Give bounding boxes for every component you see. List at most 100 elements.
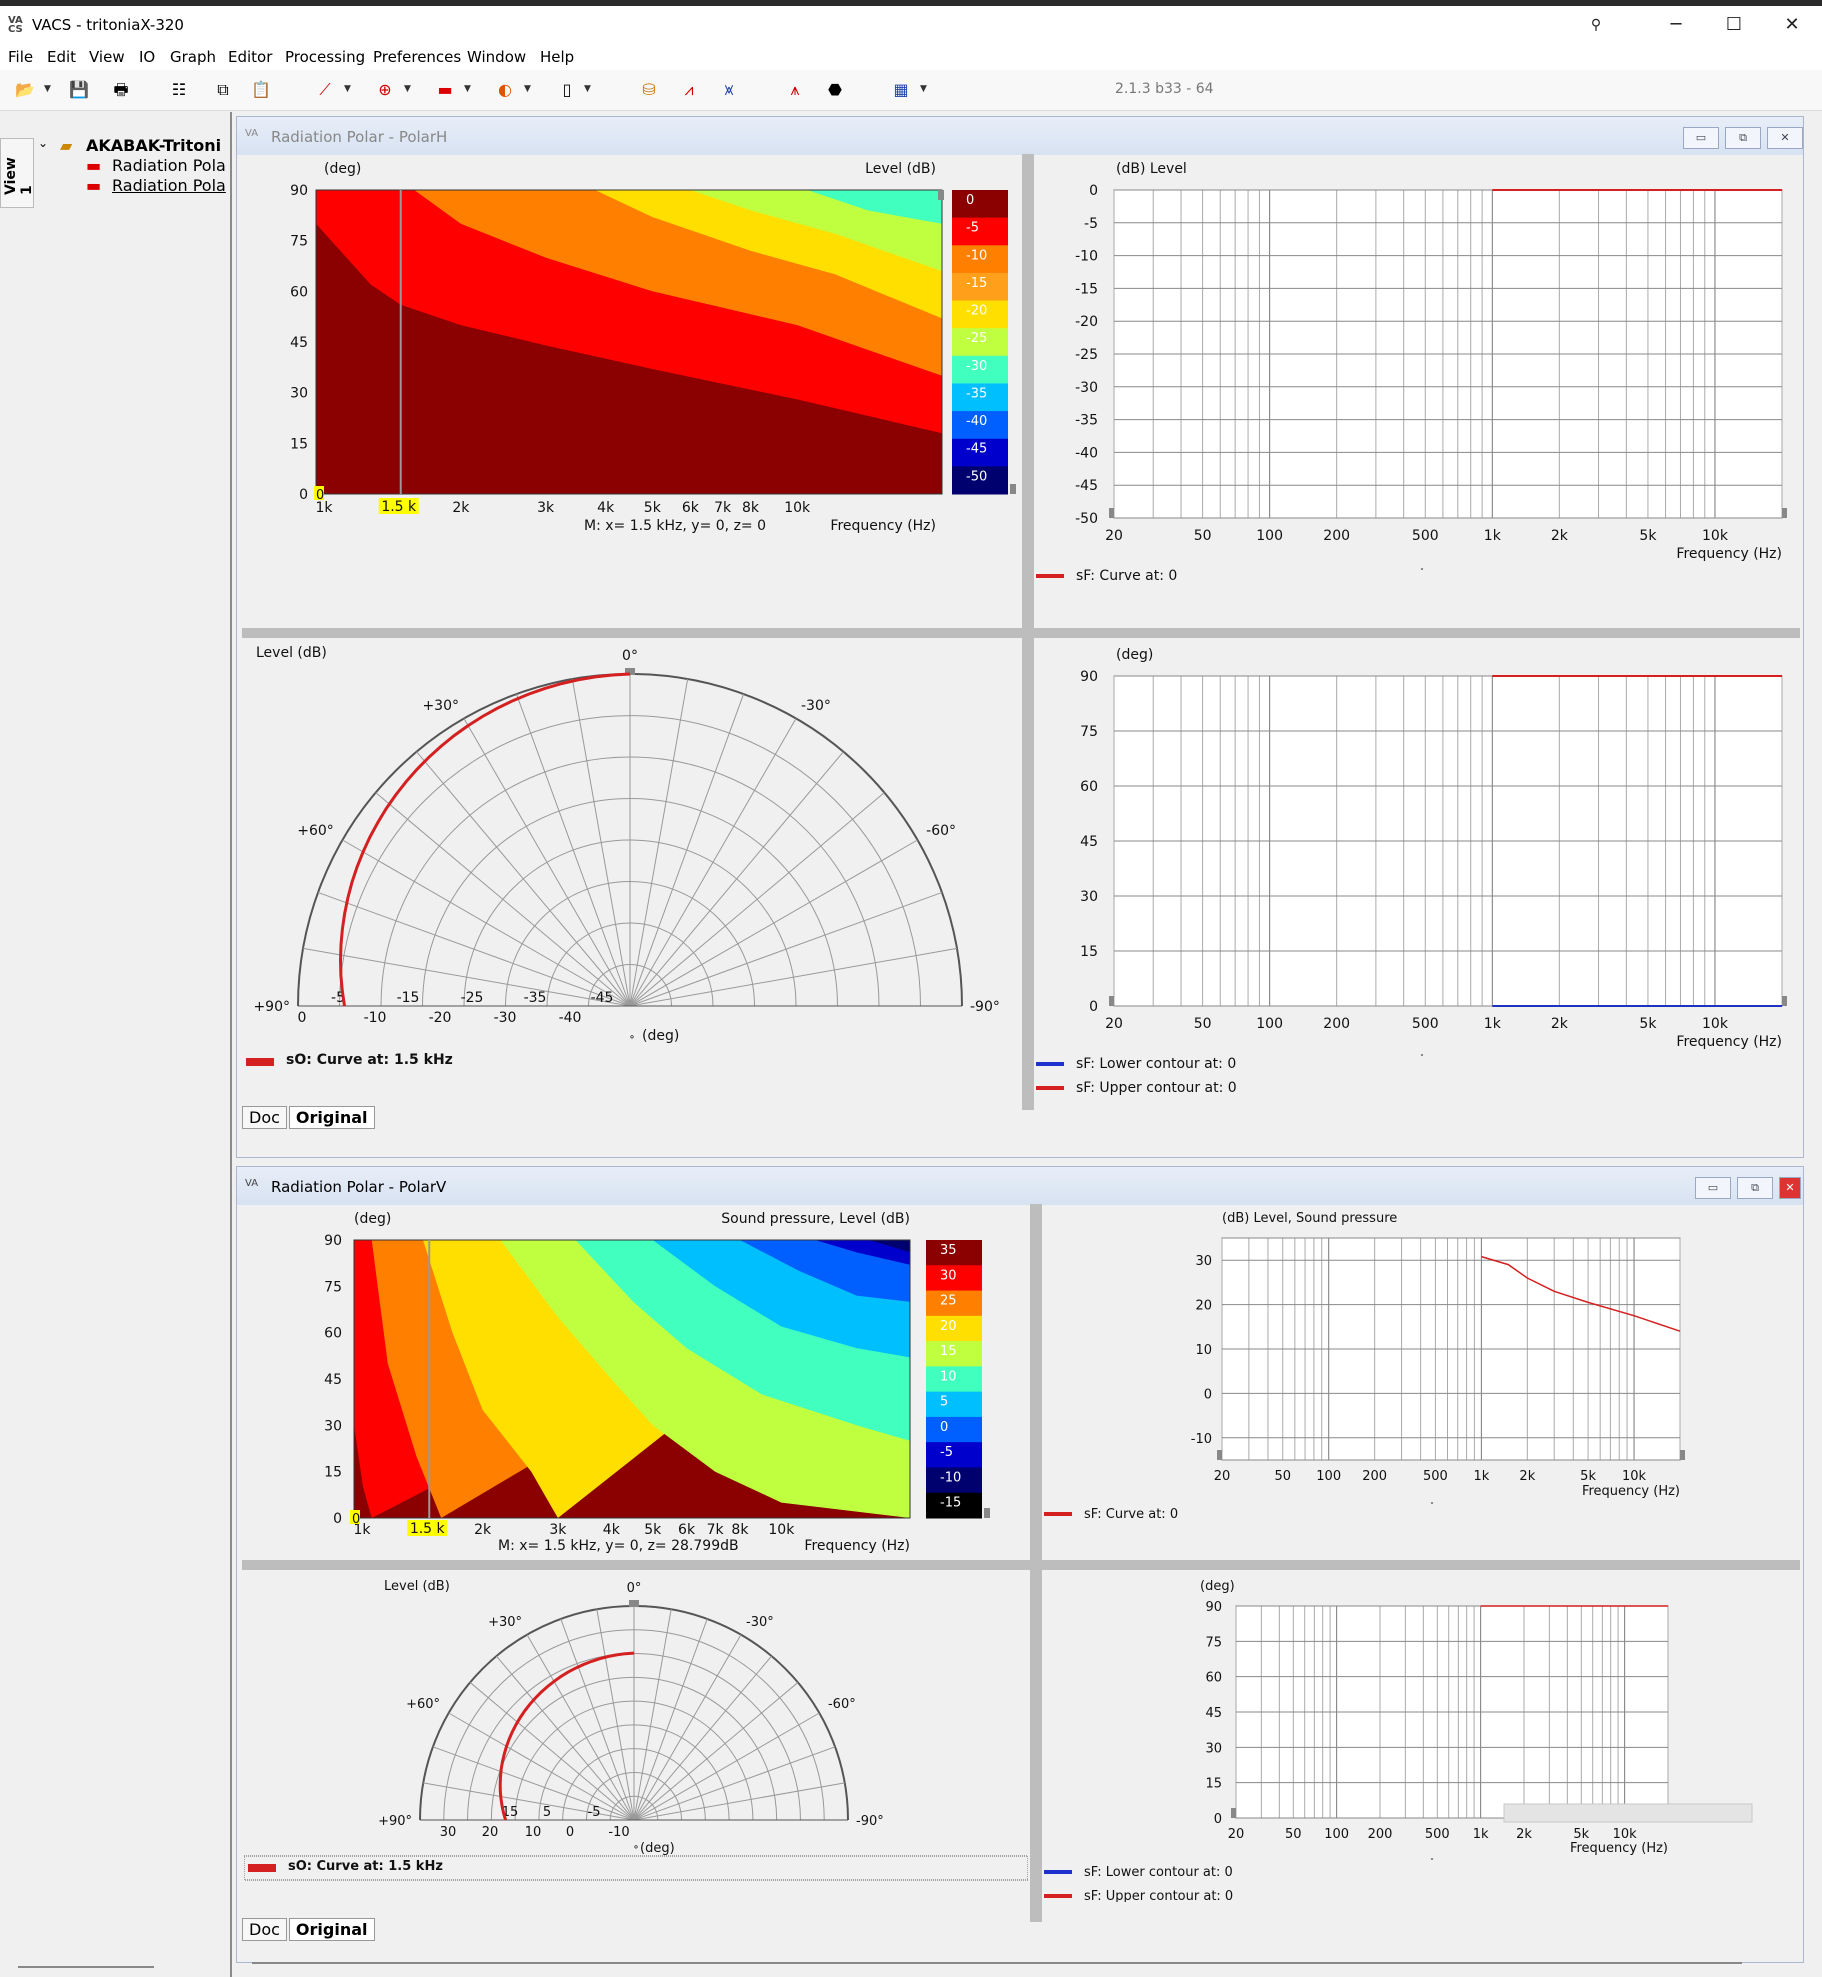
- polarh-polar-chart[interactable]: Level (dB) 0° +30° -30° +60° -60° +90° -90° 0 -10…: [244, 640, 1020, 1068]
- menu-edit[interactable]: Edit: [47, 48, 77, 66]
- restore-button[interactable]: ⧉: [1737, 1177, 1773, 1199]
- palette-icon[interactable]: ◐: [498, 80, 512, 99]
- graph-compare-icon[interactable]: ⩙: [724, 80, 734, 99]
- x-tick-label: 2k: [452, 500, 470, 516]
- x-tick-label: 3k: [549, 1522, 567, 1538]
- polar-spoke: [629, 839, 918, 1007]
- contour-band: [815, 1240, 910, 1265]
- x-tick-label: 6k: [682, 500, 700, 516]
- maximize-button[interactable]: ☐: [1725, 14, 1743, 35]
- y-axis-label: (deg): [354, 1211, 391, 1227]
- axis-handle: [1782, 996, 1787, 1006]
- polar-spoke: [633, 1655, 772, 1821]
- tab-doc[interactable]: Doc: [242, 1106, 287, 1129]
- pin-icon[interactable]: ⚲: [1590, 17, 1602, 33]
- menu-graph[interactable]: Graph: [170, 48, 217, 66]
- menu-editor[interactable]: Editor: [228, 48, 273, 66]
- minimize-button[interactable]: ▭: [1695, 1177, 1731, 1199]
- radial-tick-label: 0: [566, 1825, 574, 1840]
- graph-line-icon[interactable]: ⟋: [319, 80, 331, 99]
- sidebar-divider[interactable]: [230, 112, 232, 1977]
- window-polarv-titlebar[interactable]: VA Radiation Polar - PolarV ▭ ⧉ ✕: [237, 1167, 1803, 1205]
- x-axis-label: Frequency (Hz): [830, 518, 936, 534]
- graph-fft-icon[interactable]: ⩘: [684, 80, 694, 99]
- menu-file[interactable]: File: [8, 48, 34, 66]
- save-icon[interactable]: 💾: [69, 80, 89, 99]
- menu-help[interactable]: Help: [540, 48, 575, 66]
- polarv-contour-chart[interactable]: (deg) Sound pressure, Level (dB) 90 75 60 45 3…: [244, 1204, 1028, 1558]
- color-map-icon[interactable]: ▬: [437, 80, 453, 99]
- tab-original[interactable]: Original: [288, 1106, 375, 1129]
- y-tick-label: 0: [1204, 1387, 1212, 1402]
- tree-item-selected[interactable]: Radiation Pola: [112, 176, 226, 195]
- chevron-down-icon[interactable]: ▼: [524, 84, 531, 94]
- close-button[interactable]: ✕: [1779, 1177, 1801, 1199]
- page-icon[interactable]: ▯: [562, 80, 572, 99]
- polarv-angle-chart[interactable]: 90 75 60 45 30 15 0 20 50 100 200 500 1k 2k 5k 10kFrequ…: [1044, 1572, 1800, 1902]
- colorbar-cell: [952, 217, 1008, 246]
- close-button[interactable]: ✕: [1784, 14, 1800, 35]
- graph-analyze-icon[interactable]: ⩚: [790, 80, 800, 99]
- close-button[interactable]: ✕: [1767, 127, 1803, 149]
- chevron-down-icon[interactable]: ▼: [464, 84, 471, 94]
- collapse-icon[interactable]: ⌄: [38, 136, 49, 150]
- chevron-down-icon[interactable]: ▼: [44, 84, 51, 94]
- y-axis-label: Level (dB): [256, 645, 327, 661]
- sidebar-scrollbar[interactable]: [18, 1966, 154, 1968]
- menu-processing[interactable]: Processing: [285, 48, 366, 66]
- menu-io[interactable]: IO: [139, 48, 156, 66]
- document-icon: ▬: [86, 156, 102, 175]
- horizontal-splitter[interactable]: [242, 1560, 1800, 1570]
- colorbar-cell: [952, 245, 1008, 274]
- chevron-down-icon[interactable]: ▼: [344, 84, 351, 94]
- tab-original[interactable]: Original: [288, 1918, 375, 1941]
- paste-icon[interactable]: 📋: [251, 80, 271, 99]
- main-scrollbar[interactable]: [252, 1962, 1742, 1964]
- print-icon[interactable]: 🖶: [113, 80, 129, 99]
- axis-handle: [1109, 508, 1114, 518]
- axis-handle: [1010, 484, 1016, 494]
- open-folder-icon[interactable]: 📂: [15, 80, 35, 99]
- y-tick-label: 90: [324, 1233, 342, 1249]
- chevron-down-icon[interactable]: ▼: [584, 84, 591, 94]
- top-strip: [0, 0, 1822, 6]
- restore-button[interactable]: ⧉: [1725, 127, 1761, 149]
- stop-icon[interactable]: ⬣: [828, 80, 842, 99]
- polarh-frequency-chart[interactable]: 0 -5 -10 -15 -20 -25 -30 -35 -40 -45 -50 20 50 100 200…: [1036, 156, 1800, 588]
- menu-window[interactable]: Window: [467, 48, 527, 66]
- x-tick-label: 5k: [1639, 528, 1657, 544]
- minimize-button[interactable]: ▭: [1683, 127, 1719, 149]
- x-tick-label: 4k: [603, 1522, 621, 1538]
- horizontal-splitter[interactable]: [242, 628, 1800, 638]
- y-tick-label: 60: [1080, 779, 1098, 795]
- colorbar-cell: [926, 1391, 982, 1418]
- y-axis-label: (deg): [324, 161, 361, 177]
- grid-table-icon[interactable]: ▦: [893, 80, 909, 99]
- tree-icon[interactable]: ☷: [171, 80, 187, 99]
- chevron-down-icon[interactable]: ▼: [404, 84, 411, 94]
- window-polarh-titlebar[interactable]: VA Radiation Polar - PolarH ▭ ⧉ ✕: [237, 117, 1803, 155]
- x-tick-label: 50: [1194, 528, 1212, 544]
- radial-tick-label: 10: [525, 1825, 542, 1840]
- polar-icon[interactable]: ⊕: [378, 80, 392, 99]
- tree-root[interactable]: AKABAK-Tritoni: [86, 136, 222, 155]
- x-tick-label: 4k: [597, 500, 615, 516]
- minimize-button[interactable]: ─: [1670, 14, 1682, 35]
- polar-spoke: [629, 947, 958, 1007]
- copy-icon[interactable]: ⧉: [217, 80, 229, 99]
- tab-doc[interactable]: Doc: [242, 1918, 287, 1941]
- tree-item[interactable]: Radiation Pola: [112, 156, 226, 175]
- axis-handle: [1231, 1808, 1236, 1818]
- scroll-indicator: ˚: [633, 1844, 639, 1859]
- menu-view[interactable]: View: [89, 48, 125, 66]
- x-axis-label: Frequency (Hz): [804, 1538, 910, 1554]
- export-icon[interactable]: ⛁: [642, 80, 656, 99]
- y-tick-label: 0: [333, 1511, 342, 1527]
- polarv-polar-chart[interactable]: Level (dB) 0° +30° -30° +60° -60° +90° -90° 30 20…: [244, 1572, 1028, 1886]
- polarh-angle-chart[interactable]: 90 75 60 45 30 15 0 20 50 100 200 500 1k 2k 5k 10k Frequ…: [1036, 640, 1800, 1100]
- menu-preferences[interactable]: Preferences: [373, 48, 462, 66]
- chevron-down-icon[interactable]: ▼: [920, 84, 927, 94]
- view-tab[interactable]: View 1: [0, 138, 35, 208]
